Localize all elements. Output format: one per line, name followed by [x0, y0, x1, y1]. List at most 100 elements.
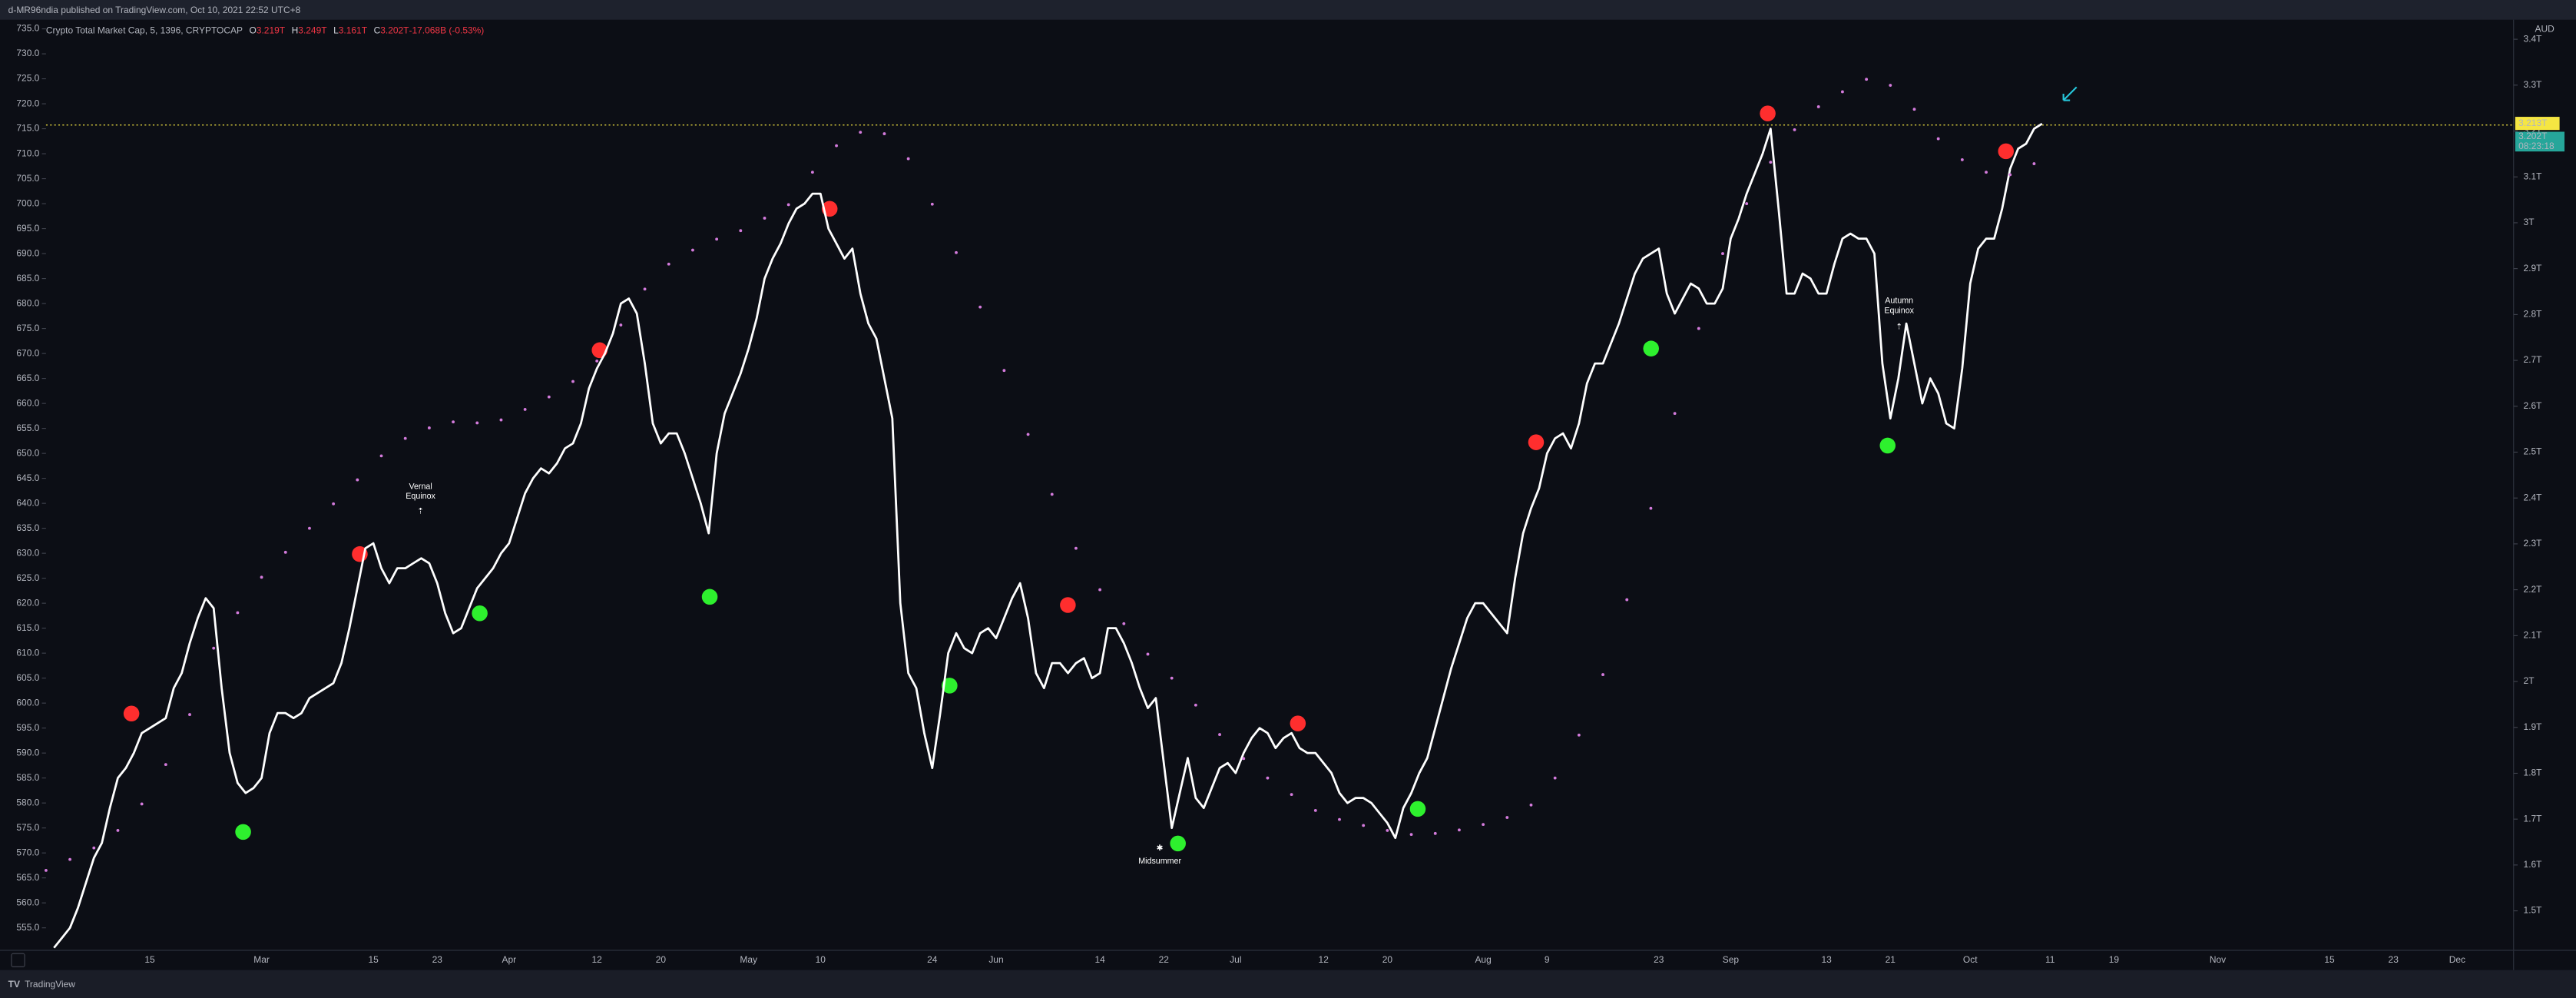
ma-dot [643, 287, 647, 291]
x-tick-label: Jul [1230, 954, 1241, 965]
x-tick-label: 23 [1654, 954, 1664, 965]
annotation: Equinox [406, 492, 435, 501]
ohlc-value: 3.249T [298, 25, 327, 36]
annotation-icon: ⇡ [417, 506, 424, 516]
signal-marker [1060, 597, 1076, 613]
ma-dot [427, 426, 431, 429]
x-tick-label: 9 [1545, 954, 1550, 965]
ma-dot [2032, 162, 2036, 166]
title-text: Crypto Total Market Cap, 5, 1396, CRYPTO… [46, 25, 243, 36]
ma-dot [44, 869, 48, 872]
y-tick-label: 695.0 [16, 223, 39, 234]
y2-tick-label: 1.6T [2524, 859, 2543, 870]
annotation-icon: ✱ [1157, 844, 1164, 853]
ma-dot [1745, 202, 1749, 206]
header-bar [0, 0, 2576, 20]
x-tick-label: 15 [368, 954, 379, 965]
y-tick-label: 675.0 [16, 323, 39, 333]
ma-dot [1529, 803, 1533, 807]
ma-dot [1122, 622, 1126, 625]
y-tick-label: 560.0 [16, 897, 39, 907]
y2-tick-label: 2.6T [2524, 400, 2543, 411]
y-tick-label: 615.0 [16, 622, 39, 633]
ma-dot [1194, 703, 1197, 707]
ma-dot [739, 229, 743, 233]
ma-dot [1553, 776, 1557, 780]
y-tick-label: 665.0 [16, 373, 39, 383]
signal-marker [1528, 434, 1545, 450]
y2-tick-label: 2.3T [2524, 538, 2543, 549]
signal-marker [1760, 105, 1776, 121]
x-tick-label: 20 [656, 954, 667, 965]
ma-dot [1936, 137, 1940, 141]
y-tick-label: 725.0 [16, 73, 39, 84]
signal-marker [1998, 143, 2015, 160]
ma-dot [475, 421, 479, 425]
y2-tick-label: 2.5T [2524, 446, 2543, 457]
y2-tick-label: 1.9T [2524, 721, 2543, 732]
y2-tick-label: 2T [2524, 675, 2535, 686]
y-tick-label: 730.0 [16, 48, 39, 58]
y2-tick-label: 2.2T [2524, 584, 2543, 595]
x-tick-label: 21 [1886, 954, 1896, 965]
ohlc-value: 3.161T [339, 25, 368, 36]
ma-dot [1865, 78, 1869, 81]
price-line-series [53, 122, 2043, 949]
ma-dot [1577, 733, 1581, 737]
ma-dot [1985, 171, 1988, 174]
ma-dot [1433, 831, 1437, 835]
signal-marker [1290, 715, 1306, 731]
zoom-button[interactable] [11, 953, 25, 967]
y-tick-label: 575.0 [16, 822, 39, 833]
ma-dot [403, 436, 407, 440]
last-price-box [2515, 131, 2565, 152]
chart-title: Crypto Total Market Cap, 5, 1396, CRYPTO… [46, 25, 484, 36]
signal-marker [472, 605, 488, 622]
x-tick-label: 15 [2324, 954, 2335, 965]
ma-dot [1649, 506, 1653, 510]
ohlc-value: 3.202T [380, 25, 409, 36]
ma-dot [116, 828, 120, 832]
ma-dot [523, 407, 527, 411]
y2-tick-label: 1.8T [2524, 768, 2543, 778]
ma-dot [978, 305, 982, 309]
ma-dot [1266, 776, 1270, 780]
y2-tick-label: 3.1T [2524, 171, 2543, 181]
y-tick-label: 690.0 [16, 247, 39, 258]
ohlc-value: 3.219T [257, 25, 286, 36]
x-tick-label: Mar [253, 954, 270, 965]
footer-text: TradingView [25, 979, 75, 990]
x-tick-label: 12 [1319, 954, 1329, 965]
ma-dot [260, 575, 263, 579]
ma-dot [1170, 676, 1174, 680]
ma-dot [1338, 817, 1341, 821]
ma-dot [2008, 173, 2012, 177]
x-tick-label: May [740, 954, 757, 965]
y-tick-label: 655.0 [16, 423, 39, 433]
ma-dot [595, 359, 599, 363]
price-label: 3.213T [2518, 118, 2548, 128]
y-tick-label: 660.0 [16, 397, 39, 408]
ma-dot [1098, 588, 1102, 592]
y-tick-label: 670.0 [16, 347, 39, 358]
x-tick-label: 23 [2389, 954, 2399, 965]
ma-dot [92, 846, 96, 850]
ma-dot [188, 713, 191, 717]
y2-tick-label: 2.7T [2524, 354, 2543, 365]
ohlc-key: H [292, 25, 299, 36]
ma-dot [452, 420, 455, 424]
ma-dot [140, 802, 144, 806]
ma-dot [1313, 808, 1317, 812]
annotation: Vernal [409, 482, 432, 491]
signal-marker [1879, 437, 1896, 454]
ma-dot [667, 262, 670, 266]
x-tick-label: Oct [1963, 954, 1978, 965]
countdown: 08:23:18 [2518, 141, 2554, 151]
ma-dot [1816, 105, 1820, 108]
x-tick-label: 11 [2045, 954, 2055, 965]
x-tick-label: 13 [1821, 954, 1832, 965]
x-tick-label: Dec [2449, 954, 2465, 965]
ma-dot [1912, 108, 1916, 111]
annotation: Autumn [1885, 296, 1913, 305]
ma-dot [1601, 673, 1604, 677]
